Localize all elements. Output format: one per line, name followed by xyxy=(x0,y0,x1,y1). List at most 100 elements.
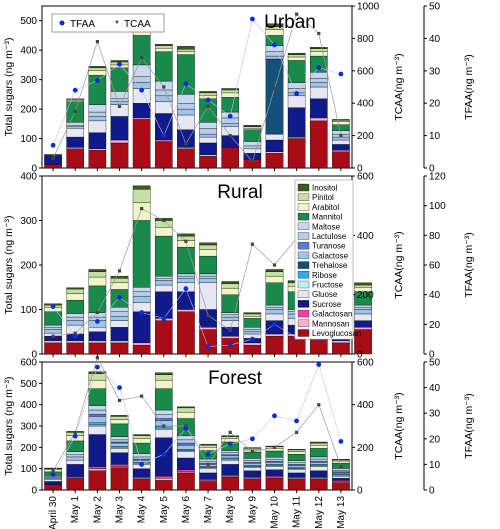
bar-segment xyxy=(44,311,62,326)
bar-segment xyxy=(199,244,217,250)
bar-segment xyxy=(287,451,306,455)
tcaa-point xyxy=(140,56,144,60)
legend-label: Inositol xyxy=(312,184,338,193)
bar-segment xyxy=(110,342,129,355)
bar-segment xyxy=(110,442,129,447)
tfaa-point xyxy=(183,286,189,292)
legend-swatch xyxy=(297,309,310,318)
bar-segment xyxy=(44,324,62,328)
tfaa-line xyxy=(52,363,342,475)
bar-segment xyxy=(332,144,350,151)
bar-segment xyxy=(154,291,173,319)
bar-segment xyxy=(88,425,107,435)
bar-segment xyxy=(199,309,217,328)
tfaa-point xyxy=(50,142,56,148)
x-tick-label: May 9 xyxy=(247,496,258,524)
y-tick-label: 600 xyxy=(20,358,37,369)
legend-label: Lactulose xyxy=(312,232,347,241)
bar-segment xyxy=(221,312,240,316)
bar-segment xyxy=(66,128,85,138)
legend-swatch xyxy=(297,242,310,250)
bar-segment xyxy=(287,449,306,451)
tcaa-tick-label: 0 xyxy=(357,350,363,361)
tcaa-tick-label: 600 xyxy=(357,66,374,77)
tfaa-tick-label: 50 xyxy=(429,2,441,13)
bar-segment xyxy=(66,148,85,169)
bar-segment xyxy=(177,233,195,237)
bar-stack xyxy=(199,242,217,355)
bar-segment xyxy=(332,460,350,464)
bar-segment xyxy=(88,66,107,69)
tfaa-point xyxy=(183,426,189,431)
bar-segment xyxy=(199,447,217,451)
bar-segment xyxy=(132,479,151,491)
bar-segment xyxy=(287,472,306,478)
bar-segment xyxy=(177,445,195,450)
bar-segment xyxy=(309,77,328,83)
tcaa-point xyxy=(339,464,343,469)
bar-segment xyxy=(132,287,151,292)
tfaa-point xyxy=(338,71,344,77)
bar-stack xyxy=(354,282,372,355)
bar-segment xyxy=(88,331,107,341)
bar-segment xyxy=(221,97,240,113)
tcaa-point xyxy=(73,109,77,113)
bar-stack xyxy=(154,372,173,491)
bar-segment xyxy=(44,467,62,469)
bar-segment xyxy=(132,438,151,444)
tfaa-point xyxy=(272,413,277,419)
bar-segment xyxy=(88,371,107,374)
bar-segment xyxy=(309,117,328,122)
bar-segment xyxy=(287,453,306,461)
bar-segment xyxy=(332,469,350,473)
tfaa-point xyxy=(294,91,299,96)
bar-segment xyxy=(88,116,107,122)
bar-segment xyxy=(154,44,173,46)
bar-segment xyxy=(332,342,350,355)
bar-segment xyxy=(265,307,284,310)
x-tick-label: May 2 xyxy=(92,496,103,524)
bar-stack xyxy=(177,46,195,169)
bar-segment xyxy=(177,442,195,446)
bar-segment xyxy=(309,462,328,465)
x-tick-label: May 1 xyxy=(70,496,81,524)
bar-segment xyxy=(154,227,173,237)
tfaa-line xyxy=(52,198,342,347)
bar-stack xyxy=(44,303,62,355)
bar-segment xyxy=(88,414,107,417)
bar-segment xyxy=(221,336,240,339)
tfaa-point xyxy=(117,385,122,390)
y-axis-label: Total sugars (ng m⁻³) xyxy=(3,38,15,137)
bar-segment xyxy=(177,407,195,413)
bar-segment xyxy=(243,329,262,332)
bar-segment xyxy=(132,185,151,190)
bar-segment xyxy=(110,320,129,328)
legend-label: Fructose xyxy=(312,281,344,290)
bar-segment xyxy=(354,313,372,321)
bar-segment xyxy=(66,459,85,465)
bar-segment xyxy=(265,139,284,152)
tcaa-tick-label: 400 xyxy=(357,99,374,110)
tcaa-tick-label: 600 xyxy=(357,358,374,369)
bar-segment xyxy=(154,89,173,97)
bar-segment xyxy=(177,108,195,116)
bar-segment xyxy=(110,275,129,279)
bar-segment xyxy=(110,439,129,443)
bar-segment xyxy=(88,120,107,133)
bar-stack xyxy=(44,154,62,169)
legend-swatch xyxy=(297,222,310,230)
bar-segment xyxy=(177,469,195,473)
bar-segment xyxy=(221,92,240,98)
bar-segment xyxy=(265,51,284,57)
bar-segment xyxy=(177,103,195,110)
bar-segment xyxy=(88,434,107,467)
bar-segment xyxy=(132,103,151,119)
bar-segment xyxy=(199,255,217,275)
tfaa-tick-label: 30 xyxy=(429,409,441,420)
bar-segment xyxy=(265,271,284,277)
bar-segment xyxy=(132,119,151,169)
bar-segment xyxy=(88,470,107,491)
bar-segment xyxy=(243,470,262,478)
bar-segment xyxy=(88,70,107,76)
bar-stack xyxy=(309,441,328,491)
